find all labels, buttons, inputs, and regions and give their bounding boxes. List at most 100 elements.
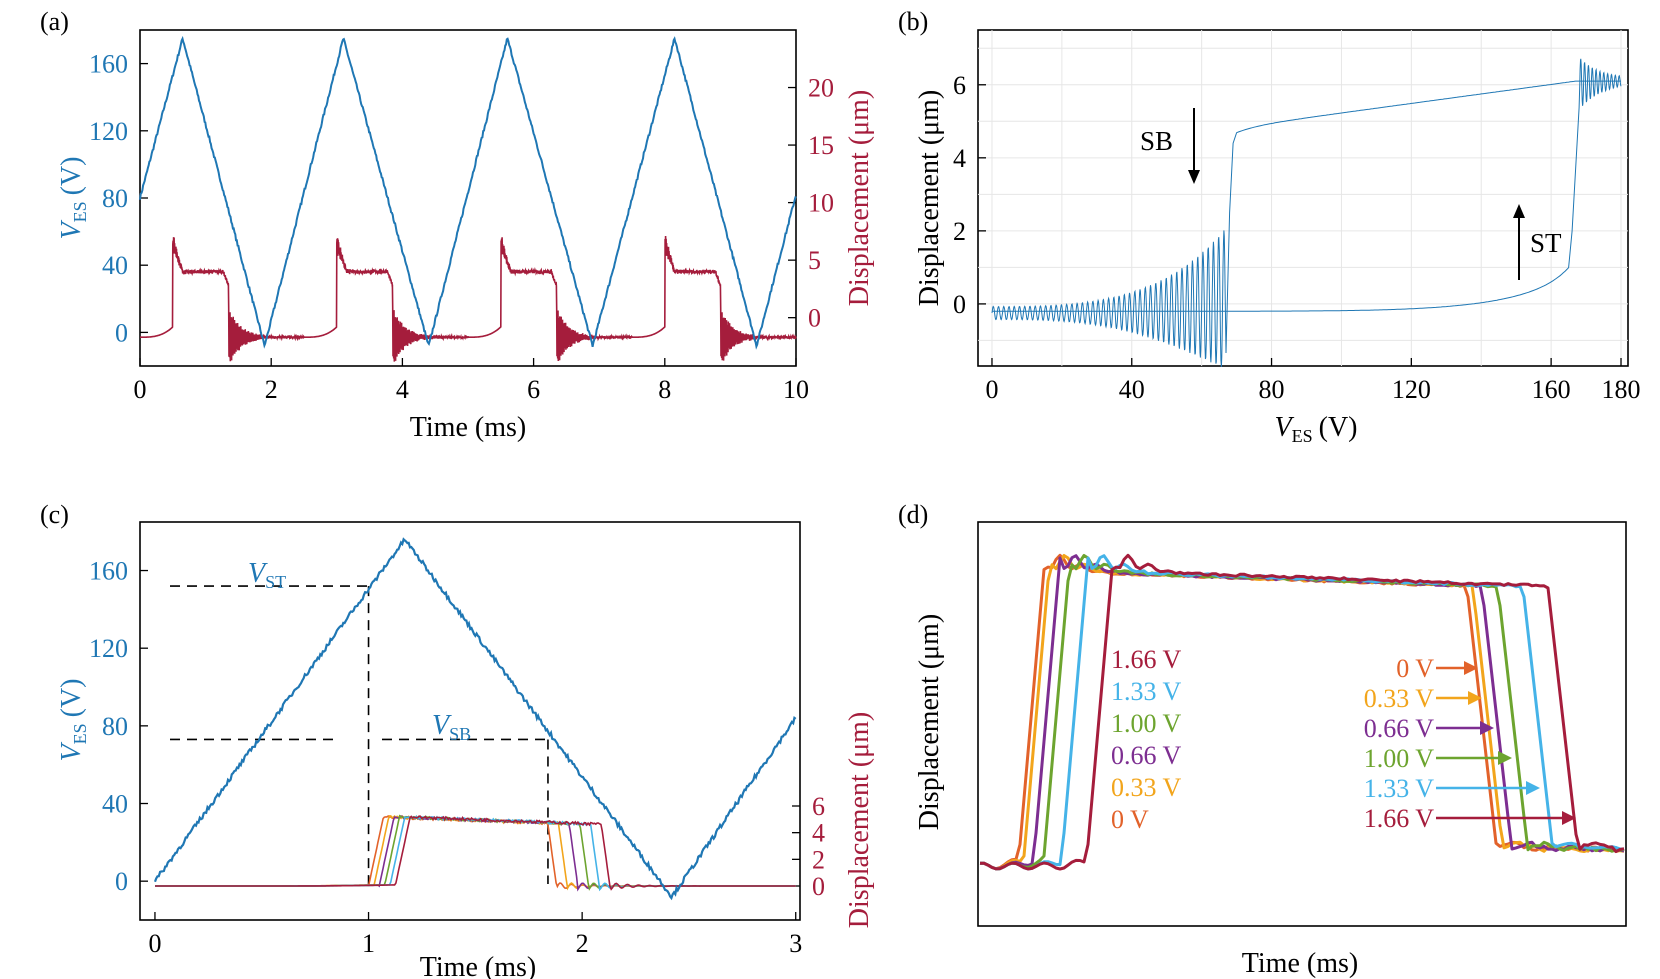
- y-left-c-tick-label: 0: [115, 867, 128, 896]
- x-axis-label-d: Time (ms): [1242, 948, 1358, 979]
- y-b-tick-label: 4: [953, 144, 966, 173]
- y-axis-label-b: Displacement (μm): [914, 90, 945, 306]
- legend-arrow-head-icon: [1480, 721, 1494, 735]
- legend-left-entry: 0 V: [1111, 805, 1149, 834]
- y-left-a-tick-label: 160: [89, 50, 128, 79]
- y-right-a-tick-label: 15: [808, 131, 834, 160]
- legend-arrow-head-icon: [1468, 691, 1482, 705]
- legend-arrow-head-icon: [1464, 661, 1478, 675]
- x-b-tick-label: 120: [1392, 375, 1431, 404]
- y-axis-label-right-a: Displacement (μm): [844, 90, 875, 306]
- annotation-st: ST: [1530, 228, 1562, 258]
- series-upper-branch-b: [991, 80, 1621, 368]
- plot-frame-c: [139, 521, 801, 921]
- series-line-c: [155, 815, 796, 891]
- legend-left-entry: 1.66 V: [1111, 645, 1182, 674]
- y-right-a-tick-label: 10: [808, 189, 834, 218]
- y-right-c-tick-label: 0: [812, 872, 825, 901]
- legend-left-entry: 0.33 V: [1111, 773, 1182, 802]
- x-axis-label-c: Time (ms): [420, 952, 536, 979]
- annotation-sb: SB: [1140, 126, 1173, 156]
- legend-right-entry: 1.33 V: [1364, 774, 1435, 803]
- y-axis-label-right-c: Displacement (μm): [844, 712, 875, 928]
- y-ticks-right-a: 0 5 10 15 20: [788, 74, 834, 333]
- x-ticks-a: 0 2 4 6 8 10: [134, 358, 809, 404]
- series-line-d: [979, 554, 1625, 871]
- y-ticks-b: 0 2 4 6: [953, 71, 986, 319]
- plot-frame-d: [977, 521, 1627, 927]
- x-c-tick-label: 2: [576, 929, 589, 958]
- legend-left-d: 1.66 V 1.33 V 1.00 V 0.66 V 0.33 V 0 V: [1111, 645, 1182, 834]
- x-a-tick-label: 2: [265, 375, 278, 404]
- legend-left-entry: 0.66 V: [1111, 741, 1182, 770]
- legend-arrow-head-icon: [1562, 811, 1576, 825]
- y-left-a-tick-label: 120: [89, 117, 128, 146]
- x-a-tick-label: 6: [527, 375, 540, 404]
- x-ticks-c: 0 1 2 3: [148, 912, 802, 958]
- x-axis-label-b: VES (V): [1275, 412, 1358, 446]
- y-b-tick-label: 0: [953, 290, 966, 319]
- y-right-a-tick-label: 5: [808, 246, 821, 275]
- x-a-tick-label: 8: [658, 375, 671, 404]
- plot-frame-b: [977, 29, 1629, 367]
- panel-label-d: (d): [898, 500, 928, 529]
- legend-right-entry: 0.66 V: [1364, 714, 1435, 743]
- legend-left-entry: 1.33 V: [1111, 677, 1182, 706]
- series-line-d: [979, 554, 1625, 871]
- x-b-tick-label: 0: [985, 375, 998, 404]
- arrow-head-st-icon: [1513, 204, 1525, 218]
- x-a-tick-label: 4: [396, 375, 409, 404]
- series-displacement-c: [155, 814, 796, 892]
- arrow-head-sb-icon: [1188, 170, 1200, 184]
- x-c-tick-label: 1: [362, 929, 375, 958]
- series-line-d: [979, 554, 1625, 871]
- y-right-c-tick-label: 4: [812, 819, 825, 848]
- x-b-tick-label: 160: [1532, 375, 1571, 404]
- panel-label-c: (c): [40, 500, 69, 529]
- y-left-c-tick-label: 120: [89, 634, 128, 663]
- plot-frame-a: [139, 29, 797, 367]
- y-b-tick-label: 6: [953, 71, 966, 100]
- x-b-tick-label: 180: [1602, 375, 1641, 404]
- y-ticks-left-a: 0 40 80 120 160: [89, 50, 148, 347]
- y-ticks-left-c: 0 40 80 120 160: [89, 557, 148, 896]
- y-axis-label-d: Displacement (μm): [914, 614, 945, 830]
- panel-label-b: (b): [898, 7, 928, 36]
- y-right-a-tick-label: 20: [808, 74, 834, 103]
- x-b-tick-label: 40: [1119, 375, 1145, 404]
- series-line-d: [979, 553, 1625, 871]
- series-lower-branch-b: [992, 58, 1622, 312]
- legend-arrow-head-icon: [1526, 781, 1540, 795]
- x-c-tick-label: 3: [789, 929, 802, 958]
- series-line-c: [155, 815, 796, 892]
- legend-right-d: 0 V0.33 V0.66 V1.00 V1.33 V1.66 V: [1364, 654, 1576, 833]
- y-b-tick-label: 2: [953, 217, 966, 246]
- y-right-c-tick-label: 2: [812, 845, 825, 874]
- panel-a: (a) 0 2 4 6 8 10 0 40 80 120 160 0 5 10 15 20 Time (m…: [40, 7, 875, 443]
- series-line-c: [155, 814, 796, 890]
- y-left-c-tick-label: 160: [89, 557, 128, 586]
- y-right-c-tick-label: 6: [812, 792, 825, 821]
- y-left-a-tick-label: 0: [115, 318, 128, 347]
- legend-arrow-head-icon: [1498, 751, 1512, 765]
- x-axis-label-a: Time (ms): [410, 412, 526, 443]
- panel-d: (d) Time (ms) Displacement (μm) 1.66 V1.…: [898, 500, 1627, 979]
- label-v-st: VST: [248, 558, 286, 592]
- panel-label-a: (a): [40, 7, 69, 36]
- x-b-tick-label: 80: [1259, 375, 1285, 404]
- series-line-c: [155, 815, 796, 892]
- series-line-d: [979, 554, 1625, 871]
- y-left-c-tick-label: 80: [102, 712, 128, 741]
- series-voltage-c: [153, 537, 797, 901]
- threshold-guides-c: [170, 585, 549, 884]
- legend-right-entry: 0.33 V: [1364, 684, 1435, 713]
- x-a-tick-label: 10: [783, 375, 809, 404]
- label-v-sb: VSB: [432, 710, 471, 744]
- x-ticks-b: 0 40 80 120 160 180: [985, 358, 1641, 404]
- legend-right-entry: 0 V: [1396, 654, 1434, 683]
- y-left-a-tick-label: 40: [102, 251, 128, 280]
- legend-right-entry: 1.66 V: [1364, 804, 1435, 833]
